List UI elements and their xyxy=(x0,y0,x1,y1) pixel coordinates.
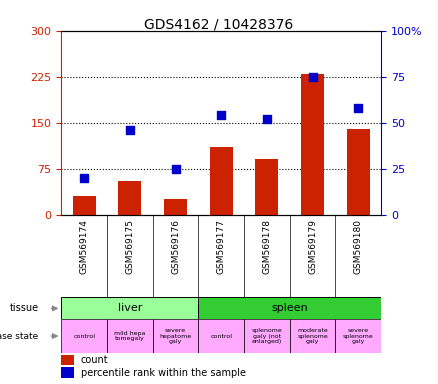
Text: spleen: spleen xyxy=(271,303,308,313)
Bar xyxy=(198,297,381,319)
Bar xyxy=(61,367,74,378)
Bar xyxy=(347,129,370,215)
Text: severe
hepatome
galy: severe hepatome galy xyxy=(159,328,191,344)
Bar xyxy=(301,74,324,215)
Bar xyxy=(290,319,336,353)
Text: liver: liver xyxy=(118,303,142,313)
Bar xyxy=(107,319,153,353)
Bar xyxy=(118,181,141,215)
Point xyxy=(218,112,225,118)
Text: severe
splenome
galy: severe splenome galy xyxy=(343,328,374,344)
Bar xyxy=(61,354,74,365)
Bar xyxy=(255,159,278,215)
Bar xyxy=(198,319,244,353)
Point xyxy=(355,105,362,111)
Text: percentile rank within the sample: percentile rank within the sample xyxy=(81,368,246,378)
Text: disease state: disease state xyxy=(0,331,39,341)
Bar xyxy=(61,319,107,353)
Bar xyxy=(210,147,233,215)
Text: mild hepa
tomegaly: mild hepa tomegaly xyxy=(114,331,145,341)
Bar xyxy=(73,196,95,215)
Bar xyxy=(244,319,290,353)
Bar xyxy=(164,199,187,215)
Point xyxy=(172,166,179,172)
Point xyxy=(309,74,316,80)
Text: control: control xyxy=(210,334,232,339)
Point xyxy=(263,116,270,122)
Text: GSM569180: GSM569180 xyxy=(354,219,363,274)
Bar xyxy=(153,319,198,353)
Text: GSM569179: GSM569179 xyxy=(308,219,317,274)
Text: moderate
splenome
galy: moderate splenome galy xyxy=(297,328,328,344)
Bar xyxy=(336,319,381,353)
Text: GSM569175: GSM569175 xyxy=(125,219,134,274)
Text: GSM569176: GSM569176 xyxy=(171,219,180,274)
Text: count: count xyxy=(81,355,108,365)
Text: control: control xyxy=(73,334,95,339)
Text: tissue: tissue xyxy=(9,303,39,313)
Text: splenome
galy (not
enlarged): splenome galy (not enlarged) xyxy=(251,328,282,344)
Bar xyxy=(61,297,198,319)
Text: GDS4162 / 10428376: GDS4162 / 10428376 xyxy=(145,17,293,31)
Text: GSM569178: GSM569178 xyxy=(262,219,272,274)
Point xyxy=(126,127,133,133)
Point xyxy=(81,175,88,181)
Text: GSM569177: GSM569177 xyxy=(217,219,226,274)
Text: GSM569174: GSM569174 xyxy=(80,219,88,274)
